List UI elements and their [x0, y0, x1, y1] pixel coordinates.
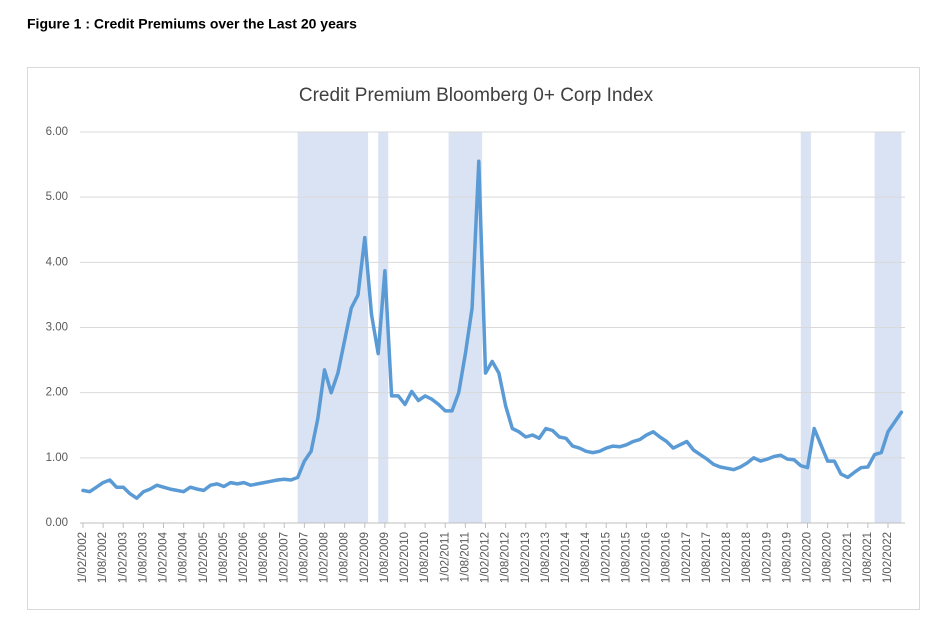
- figure-caption: Figure 1 : Credit Premiums over the Last…: [27, 16, 357, 32]
- x-tick-label: 1/02/2015: [600, 532, 612, 583]
- x-tick-label: 1/08/2013: [540, 532, 552, 583]
- x-tick-label: 1/02/2021: [842, 532, 854, 583]
- x-tick-label: 1/02/2004: [158, 531, 170, 583]
- chart-title: Credit Premium Bloomberg 0+ Corp Index: [299, 85, 654, 106]
- x-tick-label: 1/02/2020: [802, 532, 814, 583]
- x-tick-label: 1/08/2005: [218, 532, 230, 583]
- x-tick-label: 1/02/2022: [882, 532, 894, 583]
- x-tick-label: 1/02/2012: [480, 532, 492, 583]
- y-tick-label: 6.00: [46, 126, 68, 138]
- x-tick-label: 1/02/2009: [359, 532, 371, 583]
- x-tick-label: 1/08/2015: [620, 532, 632, 583]
- plot-layer: [81, 159, 904, 500]
- x-tick-label: 1/02/2014: [560, 531, 572, 583]
- y-tick-label: 1.00: [46, 452, 68, 464]
- x-tick-label: 1/08/2021: [862, 532, 874, 583]
- x-tick-label: 1/02/2018: [721, 532, 733, 583]
- x-tick-label: 1/02/2013: [520, 532, 532, 583]
- x-tick-label: 1/02/2017: [681, 532, 693, 583]
- x-tick-label: 1/08/2018: [741, 532, 753, 583]
- y-tick-label: 3.00: [46, 322, 68, 334]
- x-tick-label: 1/08/2017: [701, 532, 713, 583]
- x-tick-label: 1/02/2002: [77, 532, 89, 583]
- x-tick-label: 1/08/2011: [459, 532, 471, 582]
- x-tick-label: 1/08/2008: [339, 532, 351, 583]
- y-tick-label: 2.00: [46, 387, 68, 399]
- x-tick-label: 1/02/2010: [399, 532, 411, 583]
- x-tick-label: 1/08/2006: [258, 532, 270, 583]
- x-tick-label: 1/08/2002: [97, 532, 109, 583]
- x-tick-label: 1/08/2007: [298, 532, 310, 583]
- x-tick-label: 1/02/2007: [278, 532, 290, 583]
- x-tick-label: 1/08/2004: [178, 531, 190, 583]
- x-tick-label: 1/08/2020: [822, 532, 834, 583]
- x-tick-label: 1/02/2003: [117, 532, 129, 583]
- x-tick-label: 1/02/2005: [198, 532, 210, 583]
- x-tick-label: 1/08/2010: [419, 532, 431, 583]
- y-tick-label: 5.00: [46, 191, 68, 203]
- x-tick-label: 1/08/2009: [379, 532, 391, 583]
- x-tick-label: 1/08/2016: [661, 532, 673, 583]
- x-tick-label: 1/02/2011: [439, 532, 451, 582]
- x-tick-label: 1/02/2008: [319, 532, 331, 583]
- grid-layer: 0.00 1.00 2.00 3.00 4.00 5.00 6.00 1/02/2002 1/0…: [46, 126, 905, 583]
- x-tick-label: 1/02/2016: [641, 532, 653, 583]
- data-line: [81, 159, 904, 500]
- x-tick-label: 1/08/2012: [500, 532, 512, 583]
- y-tick-label: 4.00: [46, 256, 68, 268]
- x-tick-label: 1/08/2003: [137, 532, 149, 583]
- y-tick-label: 0.00: [46, 517, 68, 529]
- x-tick-label: 1/08/2019: [781, 532, 793, 583]
- x-tick-label: 1/02/2019: [761, 532, 773, 583]
- x-tick-label: 1/02/2006: [238, 532, 250, 583]
- x-tick-label: 1/08/2014: [580, 531, 592, 583]
